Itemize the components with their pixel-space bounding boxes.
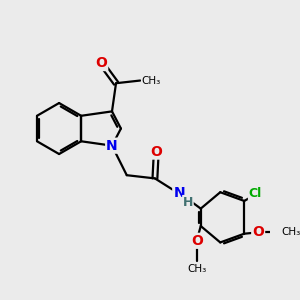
Text: O: O: [150, 145, 162, 159]
Text: O: O: [191, 234, 203, 248]
Text: CH₃: CH₃: [142, 76, 161, 85]
Text: Cl: Cl: [249, 187, 262, 200]
Text: N: N: [106, 139, 118, 153]
Text: O: O: [252, 225, 264, 239]
Text: CH₃: CH₃: [187, 264, 206, 274]
Text: CH₃: CH₃: [282, 227, 300, 237]
Text: N: N: [173, 186, 185, 200]
Text: H: H: [183, 196, 193, 208]
Text: O: O: [95, 56, 107, 70]
